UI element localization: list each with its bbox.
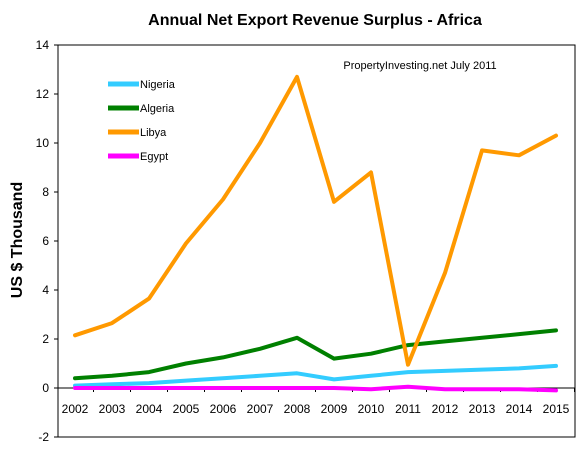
data-point-libya <box>296 76 298 78</box>
series-line-nigeria <box>73 363 558 388</box>
legend-label-libya: Libya <box>140 127 167 139</box>
legend-label-algeria: Algeria <box>140 103 175 115</box>
data-point-egypt <box>333 387 335 389</box>
x-tick-label: 2006 <box>210 402 237 416</box>
data-point-libya <box>444 272 446 274</box>
chart-annotation: PropertyInvesting.net July 2011 <box>343 60 496 72</box>
data-point-egypt <box>481 388 483 390</box>
data-point-egypt <box>555 389 557 391</box>
data-point-nigeria <box>555 365 557 367</box>
data-point-egypt <box>111 387 113 389</box>
data-point-nigeria <box>296 372 298 374</box>
data-point-algeria <box>74 377 76 379</box>
x-tick-label: 2002 <box>62 402 89 416</box>
data-point-libya <box>148 298 150 300</box>
data-point-nigeria <box>518 367 520 369</box>
x-tick-label: 2004 <box>136 402 163 416</box>
data-point-egypt <box>259 387 261 389</box>
x-tick-label: 2014 <box>506 402 533 416</box>
data-point-egypt <box>148 387 150 389</box>
data-point-egypt <box>74 387 76 389</box>
data-point-nigeria <box>333 378 335 380</box>
data-point-nigeria <box>148 382 150 384</box>
x-tick-label: 2010 <box>358 402 385 416</box>
x-tick-label: 2012 <box>432 402 459 416</box>
data-point-egypt <box>518 388 520 390</box>
data-point-algeria <box>185 363 187 364</box>
data-point-nigeria <box>111 383 113 385</box>
series-line-libya <box>73 74 558 367</box>
y-tick-label: 0 <box>42 381 49 395</box>
data-point-libya <box>74 334 76 336</box>
series-line-algeria <box>73 328 558 381</box>
y-tick-label: 12 <box>36 87 50 101</box>
legend-label-nigeria: Nigeria <box>140 79 176 91</box>
x-tick-label: 2009 <box>321 402 348 416</box>
data-point-algeria <box>370 353 372 355</box>
x-tick-label: 2015 <box>543 402 570 416</box>
data-point-nigeria <box>259 375 261 377</box>
legend-label-egypt: Egypt <box>140 151 168 163</box>
plot-area: -2 0 2 4 6 8 10 12 14 2002 2003 2004 2005 2006 2007 200… <box>36 38 576 444</box>
data-point-nigeria <box>370 375 372 377</box>
y-tick-label: 8 <box>42 185 49 199</box>
data-point-nigeria <box>481 369 483 371</box>
data-point-nigeria <box>185 380 187 382</box>
series-line-egypt <box>73 384 558 393</box>
data-point-egypt <box>370 388 372 390</box>
data-point-nigeria <box>407 371 409 373</box>
y-tick-label: 14 <box>36 38 50 52</box>
data-point-egypt <box>222 387 224 389</box>
y-tick-label: 2 <box>42 332 49 346</box>
data-point-algeria <box>333 358 335 360</box>
x-tick-label: 2003 <box>99 402 126 416</box>
data-point-egypt <box>407 386 409 388</box>
x-tick-label: 2005 <box>173 402 200 416</box>
x-tick-label: 2013 <box>469 402 496 416</box>
data-point-algeria <box>407 344 409 346</box>
data-point-algeria <box>296 337 298 339</box>
x-tick-label: 2011 <box>395 402 421 416</box>
data-point-algeria <box>259 348 261 350</box>
y-tick-label: 10 <box>36 136 50 150</box>
data-point-algeria <box>481 337 483 339</box>
data-point-algeria <box>111 375 113 377</box>
data-point-libya <box>111 322 113 324</box>
data-point-egypt <box>296 387 298 389</box>
data-point-nigeria <box>222 377 224 379</box>
y-axis-label: US $ Thousand <box>9 182 26 298</box>
data-point-libya <box>185 242 187 244</box>
data-point-nigeria <box>444 370 446 372</box>
data-point-algeria <box>148 371 150 373</box>
chart-title: Annual Net Export Revenue Surplus - Afri… <box>148 12 482 29</box>
y-tick-label: 4 <box>42 283 49 297</box>
data-point-egypt <box>185 387 187 389</box>
data-point-egypt <box>444 388 446 390</box>
data-point-algeria <box>555 329 557 331</box>
y-tick-label: -2 <box>38 430 49 444</box>
legend: Nigeria Algeria Libya Egypt <box>108 79 176 163</box>
data-point-libya <box>333 201 335 203</box>
y-tick-label: 6 <box>42 234 49 248</box>
data-point-libya <box>370 171 372 173</box>
data-point-algeria <box>444 340 446 342</box>
x-tick-label: 2007 <box>247 402 274 416</box>
x-tick-label: 2008 <box>284 402 311 416</box>
data-point-libya <box>259 142 261 144</box>
data-point-libya <box>555 135 557 137</box>
data-point-libya <box>222 198 224 200</box>
data-point-libya <box>481 149 483 151</box>
data-point-algeria <box>222 356 224 358</box>
data-point-nigeria <box>74 385 76 387</box>
data-point-libya <box>407 364 409 366</box>
data-point-algeria <box>518 333 520 335</box>
data-point-libya <box>518 154 520 156</box>
